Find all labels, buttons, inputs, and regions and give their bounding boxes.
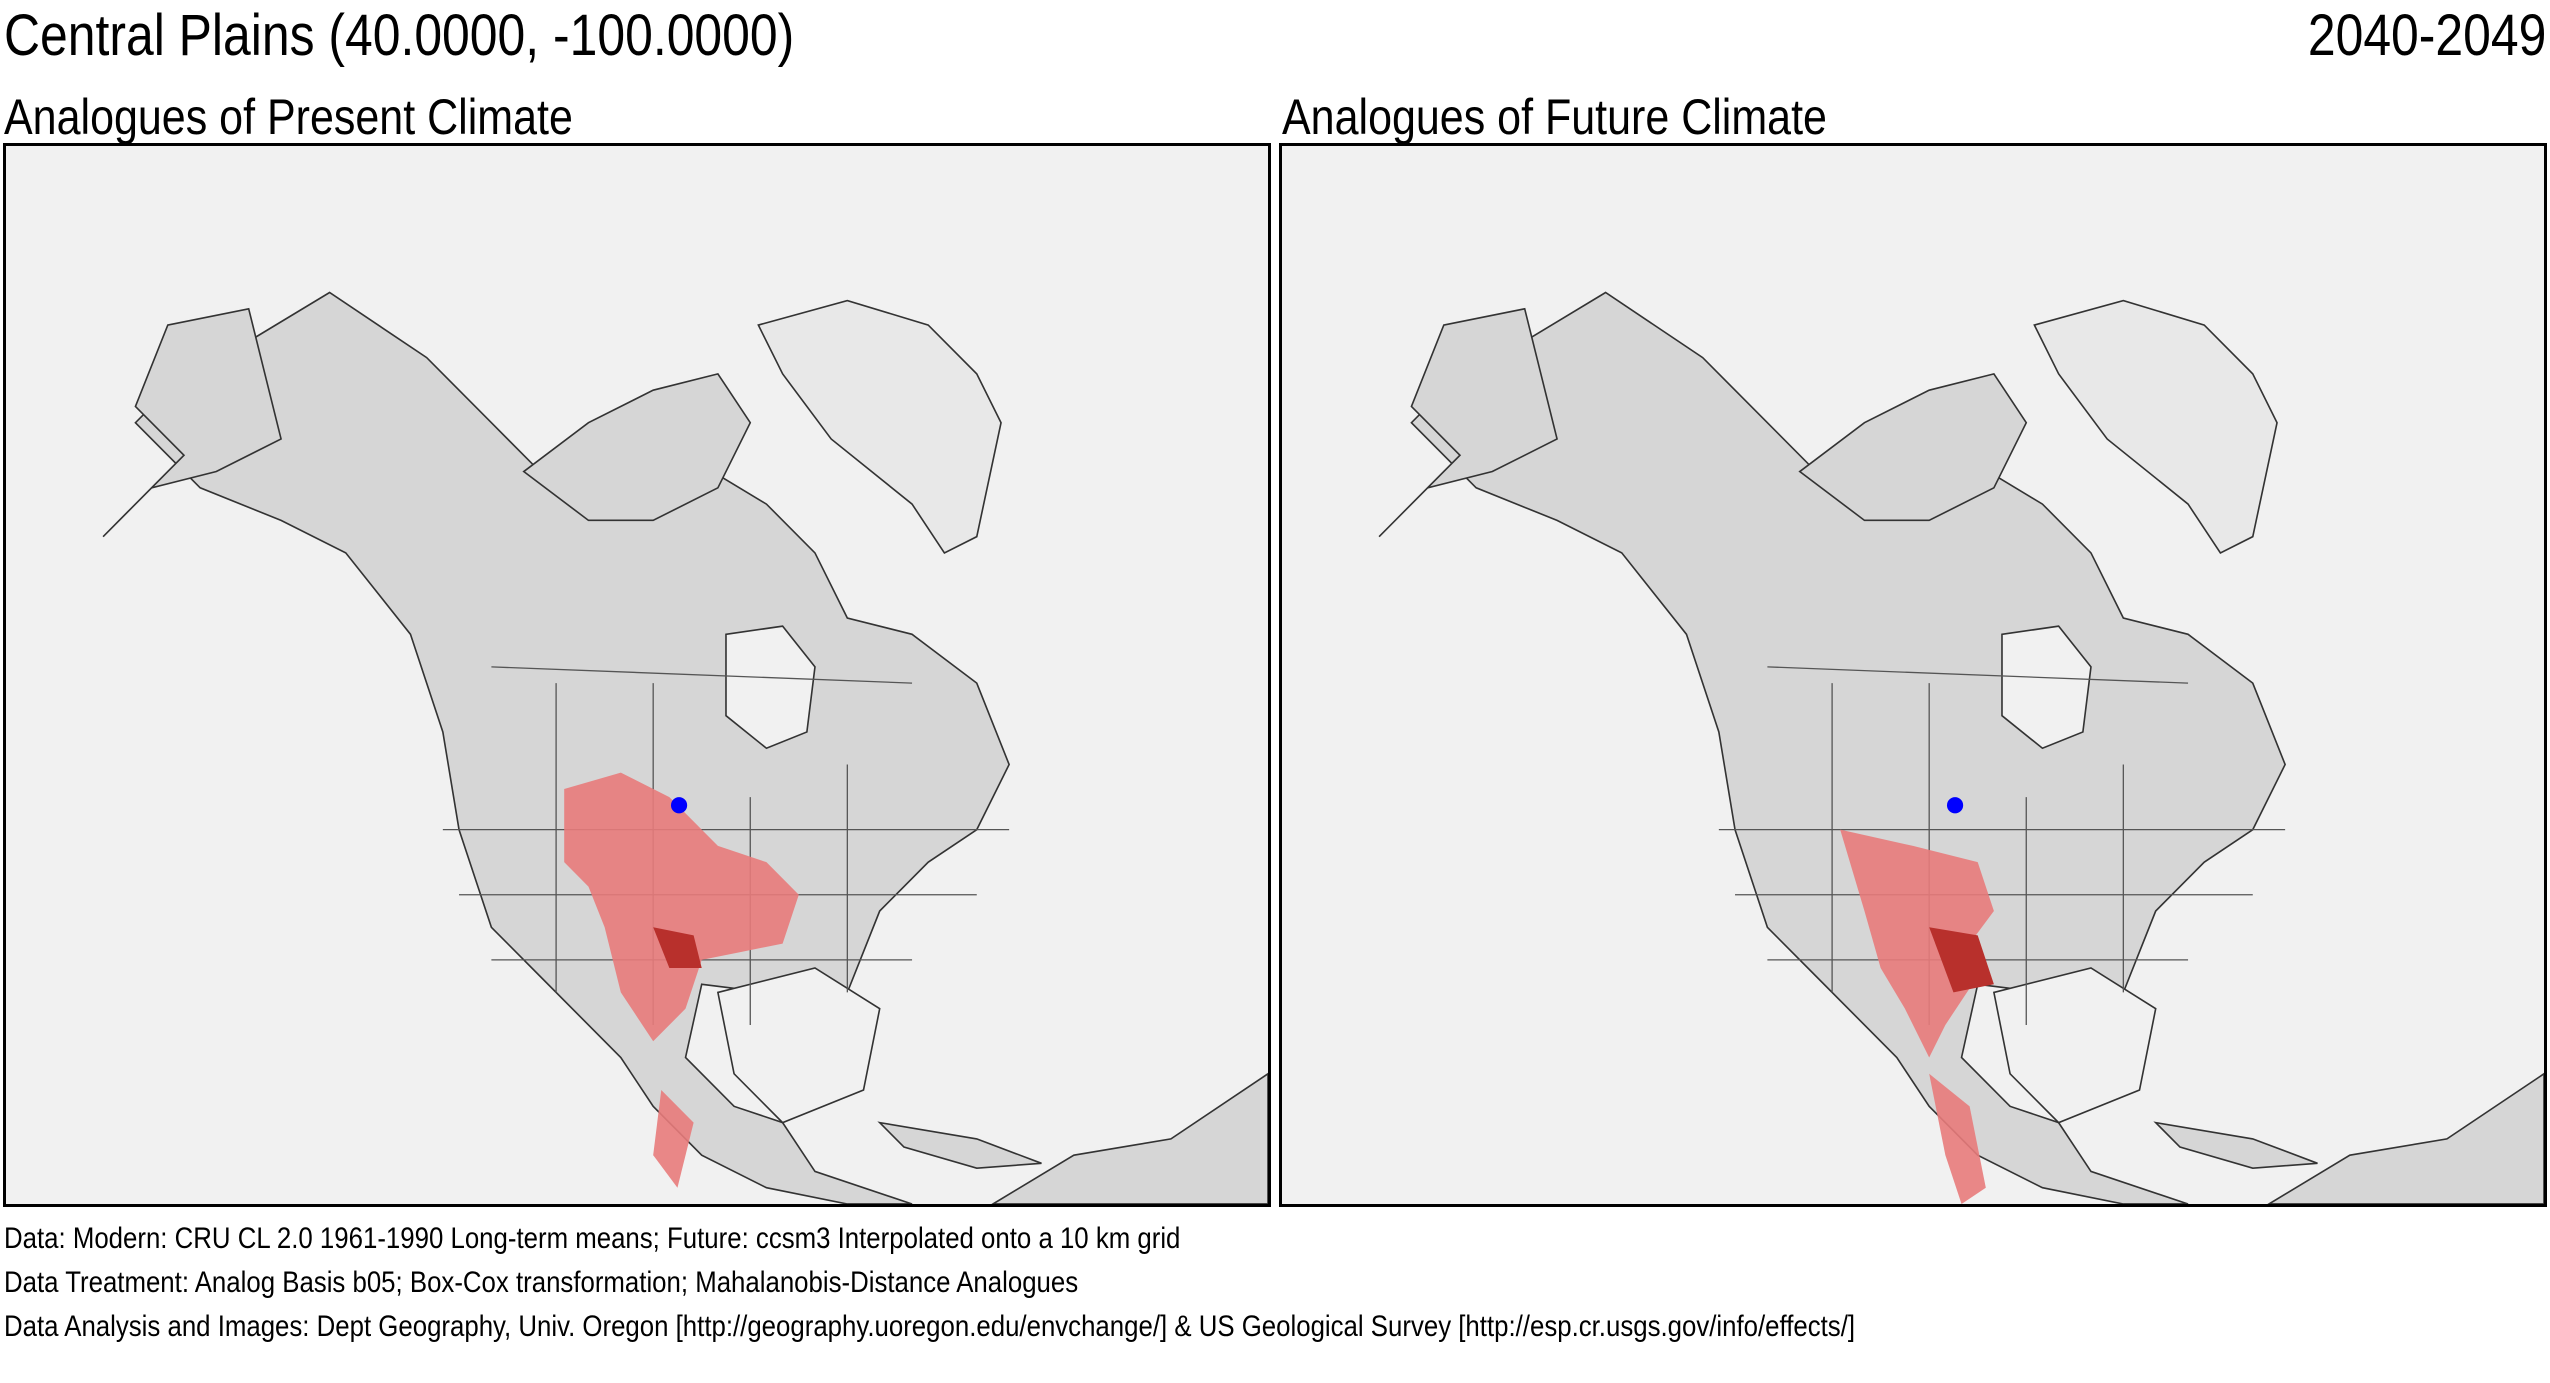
footer-data-treatment: Data Treatment: Analog Basis b05; Box-Co… [4, 1266, 1253, 1300]
analog-region [1929, 1073, 1986, 1204]
map-canvas [102, 291, 1268, 1204]
future-panel-title-text: Analogues of Future Climate [1282, 89, 1827, 145]
hudson-bay-water [2001, 625, 2092, 750]
arctic-islands [1798, 372, 2028, 522]
page-title: Central Plains (40.0000, -100.0000) [4, 2, 923, 69]
map-canvas [1378, 291, 2544, 1204]
south-america-land-2 [2267, 1072, 2544, 1204]
footer-line-3: Data Analysis and Images: Dept Geography… [4, 1310, 1856, 1343]
site-marker [1946, 797, 1964, 814]
alaska-land [1378, 307, 1558, 538]
alaska-land [102, 307, 282, 538]
caribbean-islands [2153, 1121, 2318, 1170]
footer-data-analysis: Data Analysis and Images: Dept Geography… [4, 1310, 2156, 1344]
greenland-land [2033, 299, 2278, 554]
site-marker [670, 797, 688, 814]
period-text: 2040-2049 [2307, 3, 2546, 68]
strong-analog-region [653, 927, 702, 968]
south-america-land-2 [991, 1072, 1268, 1204]
footer-line-2: Data Treatment: Analog Basis b05; Box-Co… [4, 1266, 1079, 1299]
period-label: 2040-2049 [2269, 2, 2546, 69]
footer-data-source: Data: Modern: CRU CL 2.0 1961-1990 Long-… [4, 1222, 1372, 1256]
greenland-land [757, 299, 1002, 554]
analog-region [1840, 829, 1994, 1058]
page-title-text: Central Plains (40.0000, -100.0000) [4, 3, 795, 68]
strong-analog-region [1929, 927, 1994, 993]
future-climate-map [1279, 143, 2547, 1207]
hudson-bay-water [725, 625, 816, 750]
present-climate-map [3, 143, 1271, 1207]
caribbean-islands [877, 1121, 1042, 1170]
analog-region [564, 772, 799, 1042]
arctic-islands [522, 372, 752, 522]
analog-region [653, 1090, 694, 1188]
footer-line-1: Data: Modern: CRU CL 2.0 1961-1990 Long-… [4, 1222, 1181, 1255]
present-panel-title-text: Analogues of Present Climate [4, 89, 573, 145]
gulf-of-mexico-water [1992, 967, 2157, 1124]
present-panel-title: Analogues of Present Climate [4, 88, 665, 146]
gulf-of-mexico-water [716, 967, 881, 1124]
future-panel-title: Analogues of Future Climate [1282, 88, 1916, 146]
